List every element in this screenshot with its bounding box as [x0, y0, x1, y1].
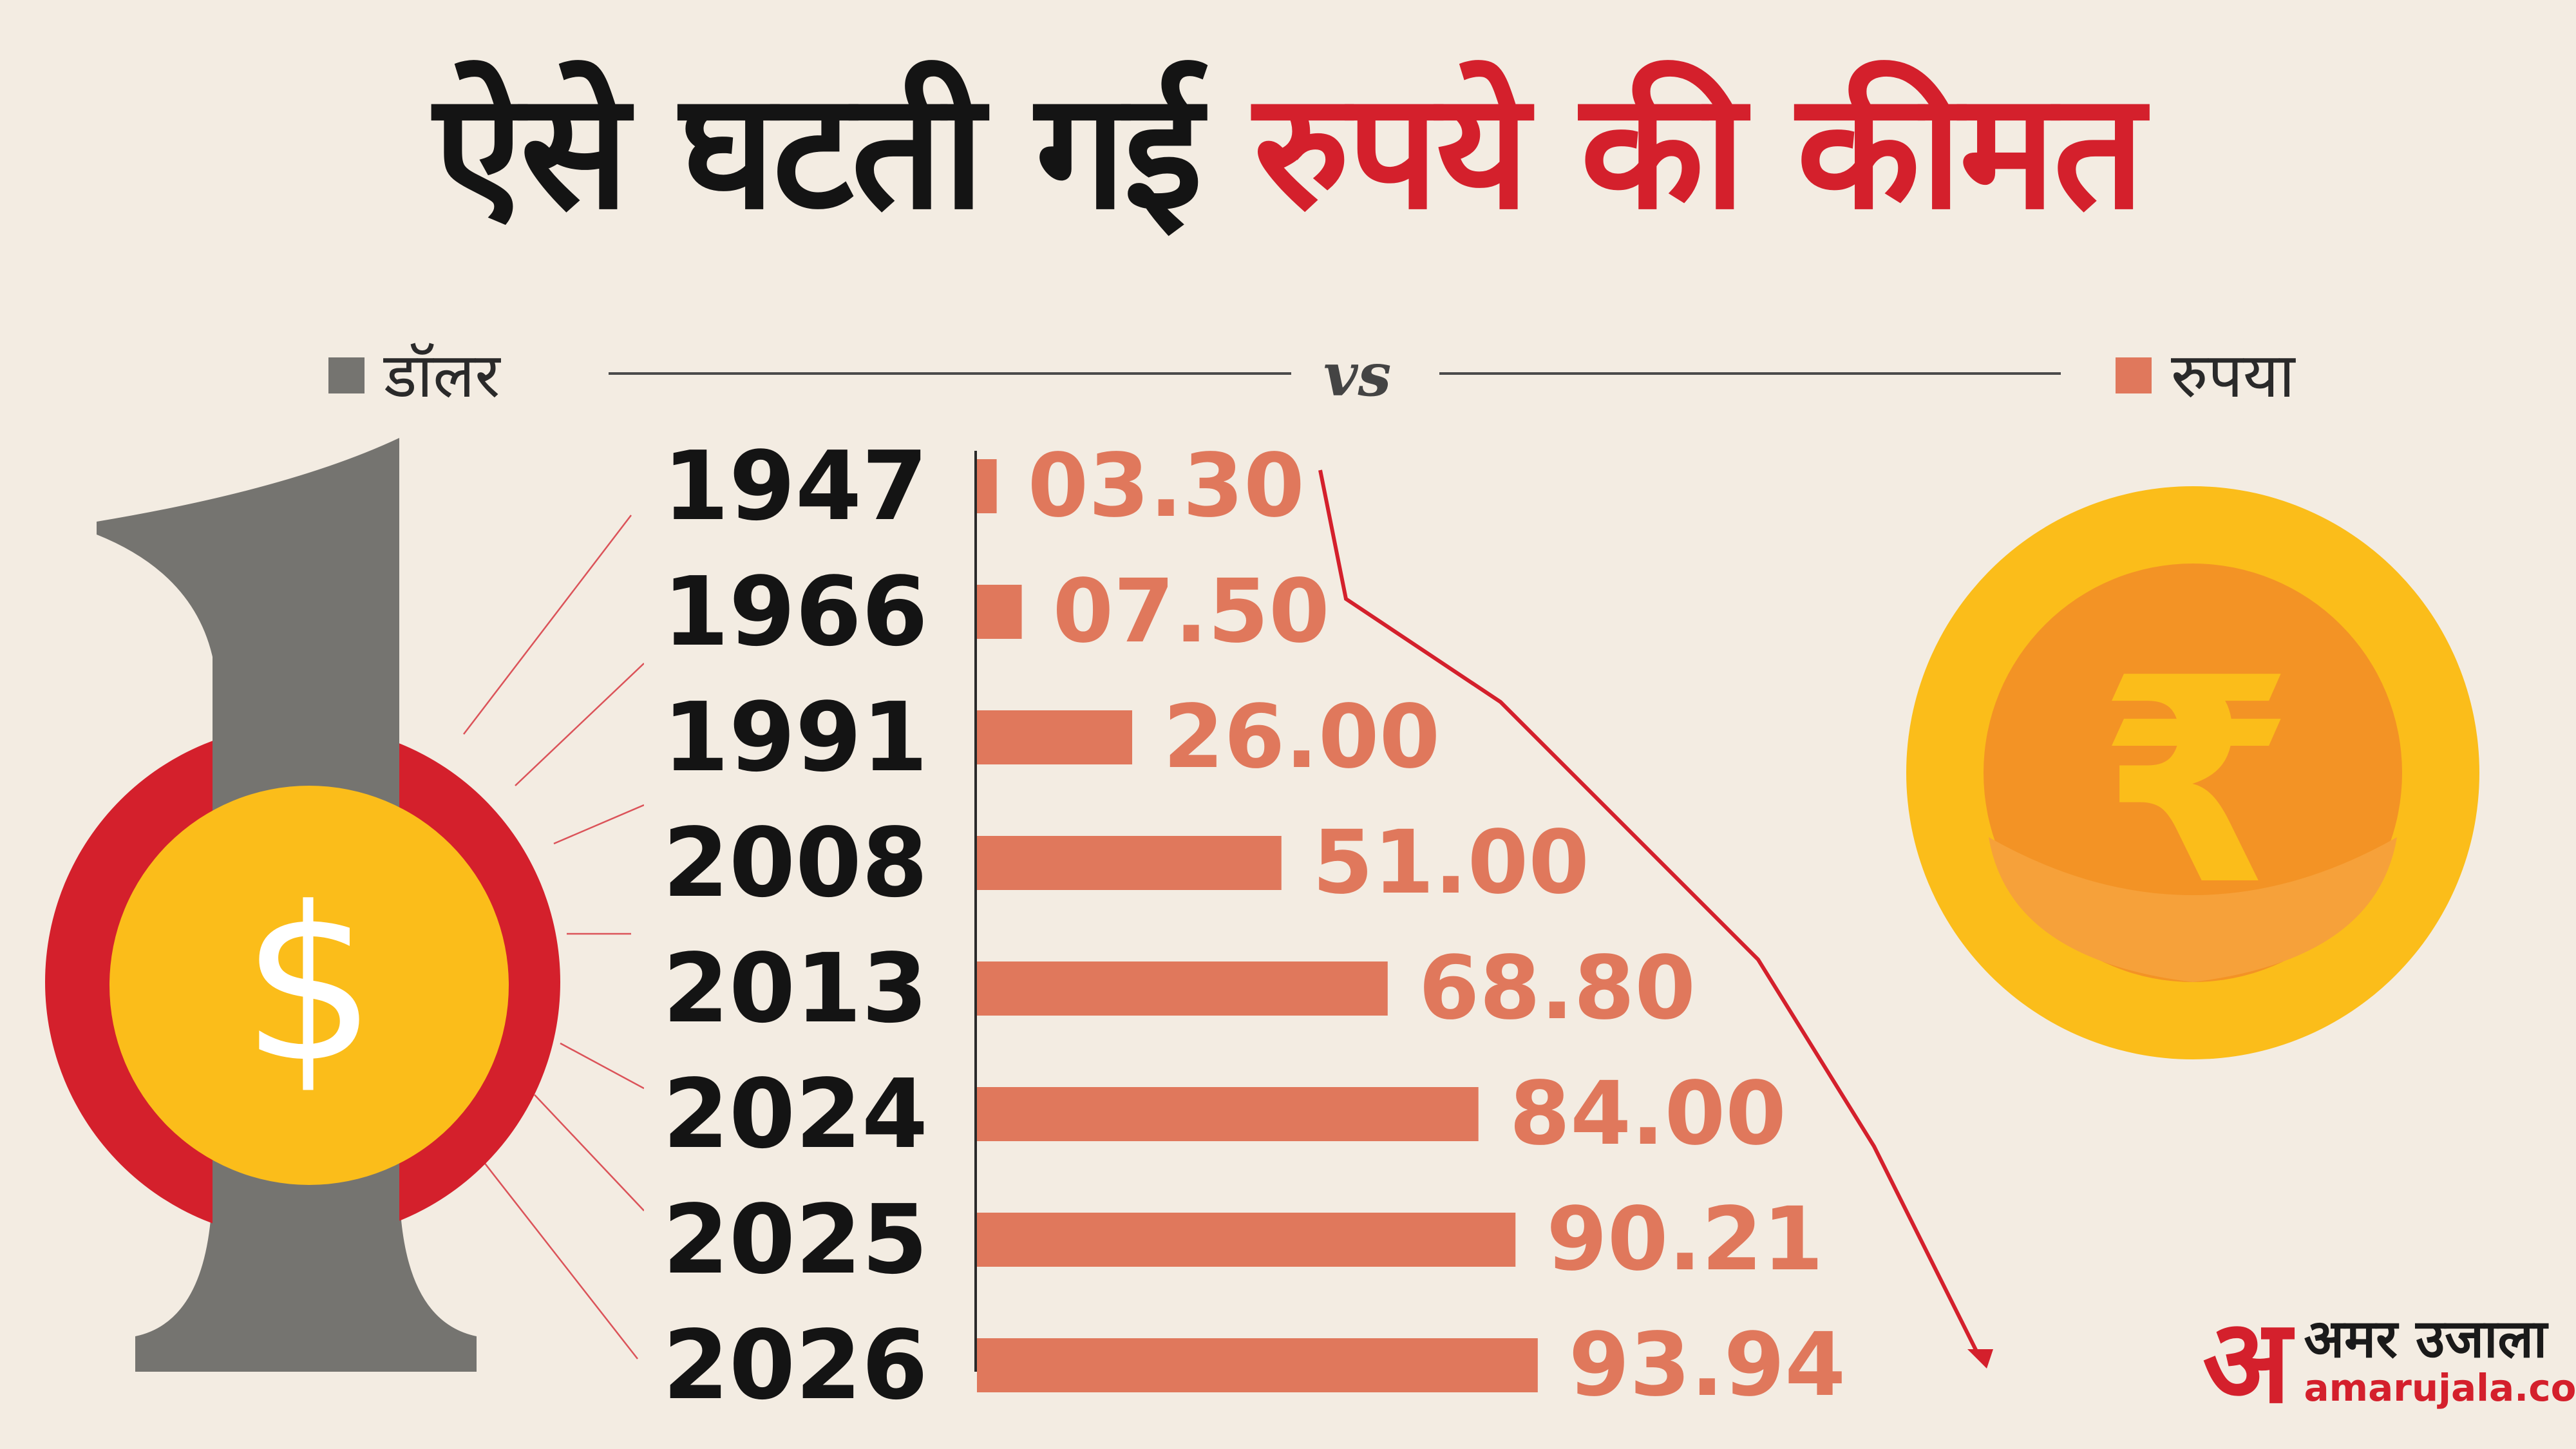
- bar: [977, 710, 1133, 764]
- year-label: 2026: [663, 1310, 928, 1421]
- legend-dollar-label: डॉलर: [384, 339, 500, 412]
- year-label: 2013: [663, 933, 928, 1044]
- value-label: 03.30: [1028, 435, 1305, 537]
- year-labels: 1947 1966 1991 2008 2013 2024 2025 2026: [663, 431, 928, 1421]
- bar: [977, 459, 997, 513]
- dollar-one-illustration: $: [45, 438, 644, 1372]
- title-part-1: ऐसे घटती गई: [433, 57, 1203, 245]
- value-label: 84.00: [1510, 1063, 1786, 1165]
- brand-url: amarujala.com: [2304, 1366, 2576, 1410]
- value-label: 26.00: [1163, 687, 1440, 788]
- brand-logo: अ अमर उजाला amarujala.com: [2202, 1304, 2576, 1420]
- year-label: 1966: [663, 556, 928, 667]
- value-label: 93.94: [1569, 1314, 1846, 1416]
- brand-mark: अ: [2202, 1294, 2291, 1429]
- value-labels: 03.30 07.50 26.00 51.00 68.80 84.00 90.21 93.94: [1028, 435, 1846, 1416]
- legend-dollar-swatch: [328, 357, 365, 393]
- brand-name: अमर उजाला: [2304, 1309, 2548, 1370]
- bar: [977, 1338, 1538, 1392]
- value-label: 51.00: [1312, 812, 1589, 914]
- dollar-coin-icon: [109, 786, 509, 1185]
- title-part-2: रुपये की कीमत: [1253, 57, 2145, 245]
- legend-rupee-label: रुपया: [2171, 339, 2295, 412]
- year-label: 2008: [663, 808, 928, 918]
- year-label: 2025: [663, 1184, 928, 1295]
- value-label: 07.50: [1053, 561, 1330, 663]
- year-label: 1991: [663, 682, 928, 793]
- legend-rupee: रुपया: [2116, 345, 2295, 406]
- bars: [977, 459, 1538, 1392]
- bar: [977, 1087, 1479, 1141]
- vs-label: vs: [1323, 340, 1392, 410]
- bar: [977, 961, 1388, 1016]
- legend-rule-left: [609, 372, 1291, 375]
- year-label: 1947: [663, 431, 928, 542]
- downward-arrow-icon: [1318, 469, 1993, 1368]
- connector-lines: [463, 515, 644, 1359]
- bar: [977, 836, 1282, 890]
- dollar-symbol: $: [242, 862, 377, 1109]
- legend-rupee-swatch: [2116, 357, 2152, 393]
- legend-dollar: डॉलर: [328, 345, 500, 406]
- value-label: 90.21: [1546, 1189, 1823, 1291]
- rupee-coin-icon: ₹: [1906, 486, 2479, 1059]
- value-label: 68.80: [1419, 938, 1696, 1039]
- bar: [977, 585, 1022, 639]
- legend-rule-right: [1439, 372, 2061, 375]
- year-label: 2024: [663, 1059, 928, 1170]
- bar: [977, 1213, 1516, 1267]
- page-title: ऐसे घटती गई रुपये की कीमत: [0, 45, 2576, 258]
- rupee-symbol: ₹: [2098, 618, 2295, 947]
